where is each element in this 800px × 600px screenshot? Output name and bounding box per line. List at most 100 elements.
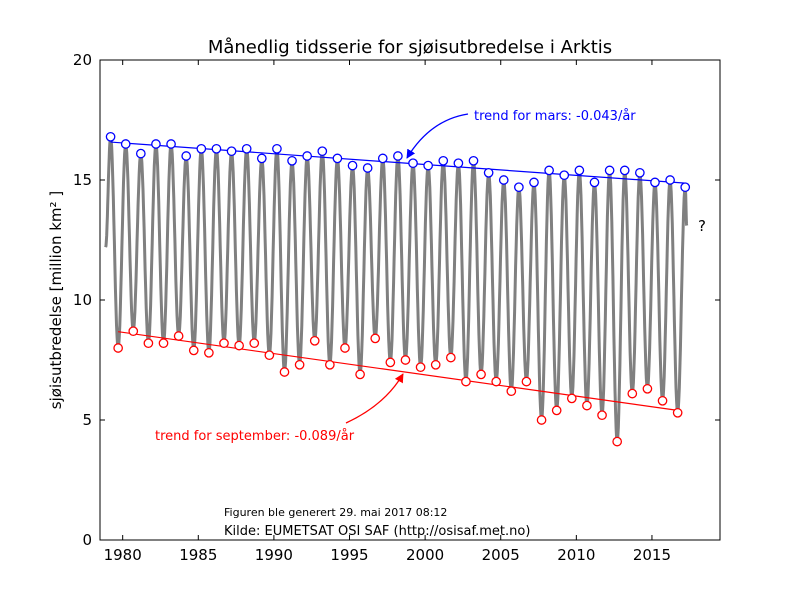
- march-point: [438, 155, 449, 166]
- march-point: [332, 153, 343, 164]
- x-axis: 1980 1985 1990 1995 2000 2005 2010 2015: [104, 60, 671, 564]
- september-point: [128, 326, 139, 337]
- march-point: [393, 151, 403, 161]
- september-point: [461, 376, 471, 387]
- y-axis: 0 5 10 15 20: [73, 51, 720, 549]
- plot-area: [104, 131, 691, 447]
- march-point: [559, 170, 570, 181]
- march-point: [514, 182, 524, 193]
- september-trend-arrow: [345, 373, 404, 424]
- september-point: [566, 393, 577, 404]
- unknown-marker: ?: [698, 217, 706, 235]
- march-point: [211, 143, 222, 154]
- march-point: [453, 158, 464, 169]
- x-tick-label: 1990: [255, 546, 293, 564]
- march-point: [619, 165, 630, 176]
- september-point: [158, 338, 169, 349]
- x-tick-label: 1980: [104, 546, 142, 564]
- y-tick-label: 15: [73, 171, 92, 189]
- march-point: [362, 163, 373, 173]
- x-tick-label: 2005: [482, 546, 520, 564]
- march-point: [226, 146, 237, 157]
- march-trend-label: trend for mars: -0.043/år: [474, 109, 636, 124]
- september-point: [204, 347, 214, 358]
- september-point: [536, 415, 547, 425]
- september-point: [309, 335, 320, 346]
- y-axis-label: sjøisutbredelse [million km² ]: [47, 191, 65, 409]
- september-point: [642, 383, 653, 394]
- march-point: [196, 143, 207, 154]
- march-point: [287, 155, 297, 166]
- x-tick-label: 2000: [406, 546, 444, 564]
- september-point: [355, 369, 365, 380]
- september-point: [325, 359, 335, 370]
- march-point: [635, 167, 645, 178]
- september-point: [234, 340, 244, 351]
- september-point: [249, 338, 260, 349]
- september-point: [400, 355, 411, 365]
- march-point: [256, 153, 267, 164]
- september-point: [415, 362, 426, 373]
- march-point: [408, 158, 418, 169]
- march-point: [181, 151, 192, 161]
- september-point: [582, 400, 592, 411]
- march-point: [105, 131, 116, 142]
- generated-note: Figuren ble generert 29. mai 2017 08:12: [224, 506, 447, 519]
- axes-frame: [99, 59, 721, 541]
- march-point: [680, 182, 691, 193]
- march-point: [498, 175, 509, 185]
- y-tick-label: 10: [73, 291, 92, 309]
- march-point: [665, 175, 675, 185]
- september-point: [294, 359, 305, 370]
- y-tick-label: 20: [73, 51, 92, 69]
- september-point: [506, 386, 517, 397]
- september-point: [551, 405, 562, 416]
- march-point: [151, 139, 161, 149]
- september-point: [264, 350, 275, 361]
- september-point: [521, 376, 532, 387]
- september-point: [612, 436, 623, 447]
- march-point: [574, 165, 585, 176]
- x-tick-label: 2015: [633, 546, 671, 564]
- september-point: [113, 343, 123, 353]
- september-point: [340, 343, 350, 353]
- september-point: [143, 338, 154, 349]
- september-point: [445, 352, 456, 363]
- september-point: [385, 357, 396, 368]
- march-point: [120, 139, 131, 149]
- march-point: [317, 146, 328, 157]
- march-point: [377, 153, 388, 164]
- x-tick-label: 1985: [179, 546, 217, 564]
- march-point: [272, 143, 282, 154]
- march-point: [468, 155, 479, 166]
- september-point: [370, 333, 381, 344]
- september-point: [491, 376, 502, 387]
- september-trend-label: trend for september: -0.089/år: [155, 429, 355, 444]
- chart-title: Månedlig tidsserie for sjøisutbredelse i…: [208, 37, 612, 58]
- monthly-extent-line: [104, 135, 689, 444]
- march-point: [135, 148, 146, 159]
- march-point: [589, 177, 600, 188]
- september-trend-line: [118, 331, 678, 411]
- march-trend-arrow: [406, 113, 469, 159]
- march-point: [650, 177, 660, 188]
- source-note: Kilde: EUMETSAT OSI SAF (http://osisaf.m…: [224, 524, 530, 539]
- march-point: [241, 143, 252, 154]
- march-trend-line: [110, 141, 686, 184]
- september-point: [279, 367, 290, 377]
- march-point: [529, 177, 539, 188]
- september-point: [173, 331, 184, 341]
- march-point: [347, 160, 358, 171]
- x-tick-label: 2010: [557, 546, 595, 564]
- september-point: [476, 369, 486, 380]
- september-point: [188, 345, 199, 356]
- september-point: [219, 338, 229, 349]
- march-point: [423, 160, 433, 171]
- march-point: [544, 165, 554, 176]
- september-point: [597, 410, 607, 421]
- y-tick-label: 0: [82, 531, 92, 549]
- march-point: [604, 165, 615, 176]
- september-point: [672, 407, 683, 418]
- march-point: [166, 139, 176, 149]
